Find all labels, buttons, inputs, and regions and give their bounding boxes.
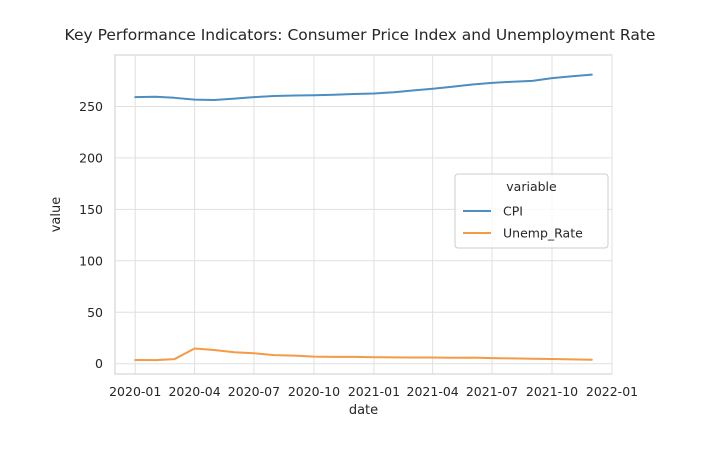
series-line-cpi <box>134 73 593 101</box>
y-tick-label: 150 <box>79 202 103 217</box>
x-tick-label: 2020-07 <box>228 384 280 399</box>
legend: variable CPI Unemp_Rate <box>454 173 609 249</box>
x-tick-label: 2022-01 <box>586 384 638 399</box>
y-tick-label: 50 <box>87 305 103 320</box>
series-line-unemp-rate <box>134 347 593 362</box>
legend-label: Unemp_Rate <box>503 226 583 241</box>
x-tick-label: 2021-07 <box>466 384 518 399</box>
x-tick-label: 2020-10 <box>288 384 340 399</box>
x-axis-ticks: 2020-01 2020-04 2020-07 2020-10 2021-01 2021-… <box>109 384 638 399</box>
x-tick-label: 2020-01 <box>109 384 161 399</box>
x-tick-label: 2021-04 <box>407 384 459 399</box>
chart-title: Key Performance Indicators: Consumer Pri… <box>65 26 656 44</box>
y-axis-ticks: 0 50 100 150 200 250 <box>79 99 103 371</box>
legend-label: CPI <box>503 204 523 219</box>
x-tick-label: 2021-01 <box>348 384 400 399</box>
x-axis-label: date <box>349 403 378 418</box>
y-tick-label: 250 <box>79 99 103 114</box>
legend-title: variable <box>506 179 557 194</box>
y-tick-label: 0 <box>95 356 103 371</box>
x-gridlines <box>134 55 613 374</box>
x-tick-label: 2020-04 <box>168 384 220 399</box>
y-axis-label: value <box>49 197 64 233</box>
legend-box <box>454 173 609 249</box>
x-tick-label: 2021-10 <box>526 384 578 399</box>
legend-items: CPI Unemp_Rate <box>463 204 583 241</box>
series-layer <box>134 73 593 362</box>
y-tick-label: 200 <box>79 150 103 165</box>
y-tick-label: 100 <box>79 253 103 268</box>
